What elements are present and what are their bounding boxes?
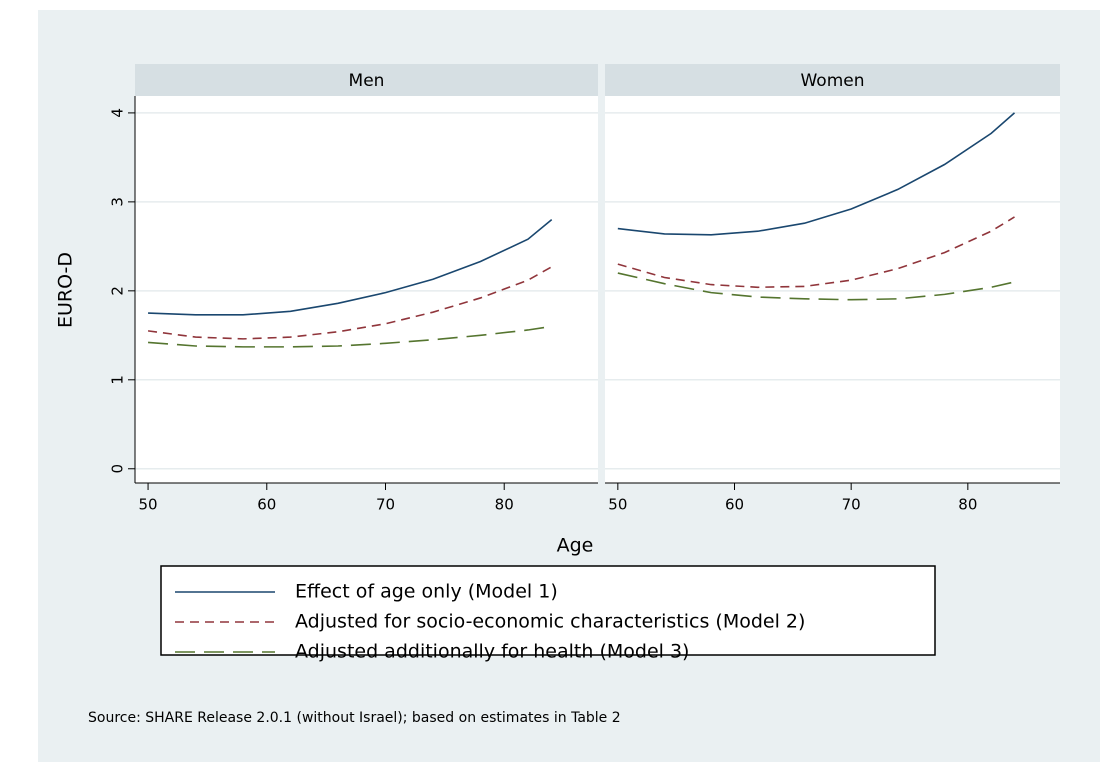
plot-area xyxy=(605,96,1060,483)
x-tick-label: 80 xyxy=(495,496,514,514)
legend-box xyxy=(160,565,936,656)
series-line xyxy=(147,266,553,340)
x-tick-label: 60 xyxy=(725,496,744,514)
panel-header xyxy=(135,64,598,96)
series-line xyxy=(147,325,552,348)
panel-header xyxy=(605,64,1060,96)
x-tick-label: 80 xyxy=(958,496,977,514)
plot-area xyxy=(135,96,598,483)
x-tick-label: 60 xyxy=(257,496,276,514)
legend-label: Adjusted additionally for health (Model … xyxy=(295,641,689,663)
x-tick-label: 70 xyxy=(376,496,395,514)
x-tick-label: 50 xyxy=(608,496,627,514)
series-line xyxy=(617,112,1016,236)
legend-label: Adjusted for socio-economic characterist… xyxy=(295,611,805,633)
legend-label: Effect of age only (Model 1) xyxy=(295,581,558,603)
panel-title: Men xyxy=(349,71,385,91)
y-tick-label: 1 xyxy=(109,375,127,385)
x-axis-label: Age xyxy=(557,535,594,557)
series-line xyxy=(617,216,1015,289)
series-line xyxy=(148,219,553,316)
source-note: Source: SHARE Release 2.0.1 (without Isr… xyxy=(88,710,621,726)
y-tick-label: 0 xyxy=(109,464,127,474)
y-tick-label: 2 xyxy=(109,286,127,296)
x-tick-label: 50 xyxy=(139,496,158,514)
y-tick-label: 4 xyxy=(109,108,127,118)
y-tick-label: 3 xyxy=(109,197,127,207)
x-tick-label: 70 xyxy=(842,496,861,514)
y-axis-label: EURO-D xyxy=(55,252,77,328)
panel-title: Women xyxy=(800,71,864,91)
series-line xyxy=(617,272,1015,301)
